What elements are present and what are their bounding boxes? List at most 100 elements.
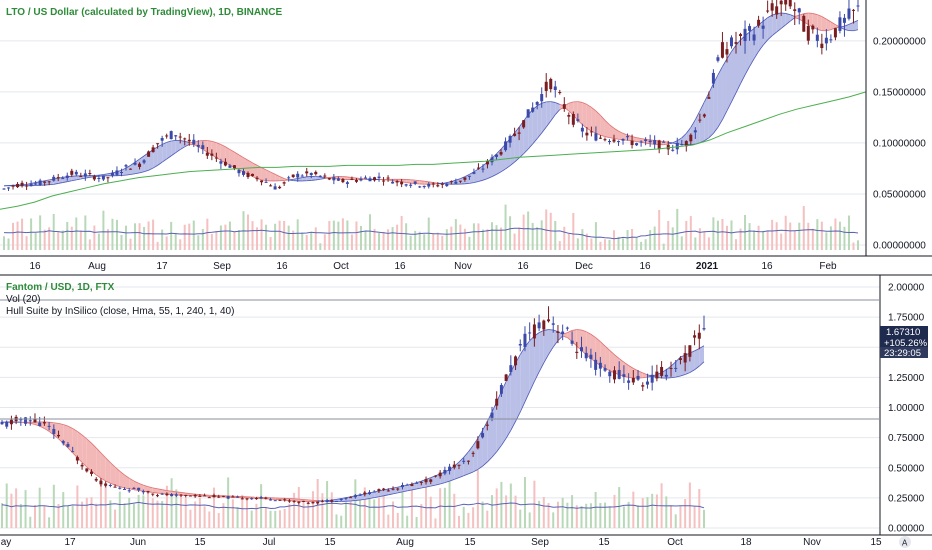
candle-body <box>608 371 612 377</box>
hull-lower-line <box>440 482 445 485</box>
hull-upper-line <box>416 480 422 484</box>
hull-upper-line <box>152 487 158 490</box>
volume-bar <box>328 221 331 250</box>
hull-upper-line <box>604 120 610 125</box>
hull-upper-line <box>731 44 737 52</box>
hull-upper-line <box>600 341 606 347</box>
candle-body <box>56 177 60 179</box>
volume-bar <box>472 223 475 250</box>
hull-upper-line <box>477 430 483 439</box>
x-tick-label: 17 <box>156 261 168 272</box>
hull-upper-line <box>794 14 800 17</box>
hull-lower-line <box>411 488 417 491</box>
candle-body <box>66 444 70 447</box>
hull-band-segment <box>695 110 700 145</box>
hull-upper-line <box>568 101 574 104</box>
hull-indicator-label[interactable]: Hull Suite by InSilico (close, Hma, 55, … <box>6 306 234 317</box>
hull-band-segment <box>257 165 262 180</box>
hull-lower-line <box>388 493 394 496</box>
hull-upper-line <box>91 442 97 449</box>
hull-band-segment <box>736 39 741 93</box>
hull-band-segment <box>152 487 158 494</box>
volume-bar <box>561 497 564 528</box>
hull-band-segment <box>157 488 163 494</box>
hull-lower-line <box>449 479 455 482</box>
candle-body <box>132 487 136 489</box>
candle-body <box>481 432 485 438</box>
volume-bar <box>76 485 79 528</box>
volume-bar <box>528 512 531 528</box>
volume-bar <box>387 514 390 528</box>
candle-body <box>575 351 579 353</box>
volume-bar <box>509 216 512 250</box>
candle-body <box>85 468 89 472</box>
hull-upper-line <box>351 177 357 179</box>
volume-bar <box>326 481 329 528</box>
candle-body <box>52 428 56 434</box>
candle-body <box>283 499 287 501</box>
volume-bar <box>156 241 159 250</box>
volume-bar <box>716 220 719 250</box>
volume-indicator-label[interactable]: Vol (20) <box>6 294 40 305</box>
volume-bar <box>269 510 272 528</box>
candle-body <box>363 177 367 179</box>
volume-bar <box>735 239 737 250</box>
hull-upper-line <box>762 17 768 22</box>
hull-lower-line <box>397 491 403 494</box>
volume-bar <box>180 493 183 528</box>
hull-lower-line <box>161 158 167 163</box>
hull-lower-line <box>749 58 755 67</box>
candle-body <box>698 119 702 121</box>
hull-upper-line <box>225 146 231 150</box>
hull-band-segment <box>830 21 836 30</box>
hull-upper-line <box>726 51 732 60</box>
hull-lower-line <box>364 498 370 500</box>
candle-body <box>612 370 616 380</box>
candle-body <box>471 452 475 454</box>
hull-upper-line <box>238 154 244 158</box>
hull-upper-line <box>77 431 83 436</box>
candle-body <box>99 480 103 485</box>
candle-body <box>147 151 151 157</box>
volume-bar <box>802 206 805 250</box>
candle-body <box>210 153 214 156</box>
volume-bar <box>576 238 579 250</box>
volume-bar <box>97 233 100 250</box>
hull-band-segment <box>808 13 813 28</box>
candle-body <box>25 185 29 187</box>
volume-bar <box>349 501 352 528</box>
volume-bar <box>420 504 423 528</box>
candle-body <box>254 498 258 500</box>
hull-band-segment <box>694 348 700 370</box>
auto-scale-button-label[interactable]: A <box>902 539 908 548</box>
volume-bar <box>115 219 118 250</box>
hull-upper-line <box>590 333 596 338</box>
hull-upper-line <box>279 176 285 179</box>
volume-bar <box>445 229 448 250</box>
hull-band-segment <box>586 104 592 132</box>
candle-body <box>743 28 747 42</box>
hull-upper-line <box>229 149 235 153</box>
hull-band-segment <box>238 154 244 173</box>
candle-body <box>445 183 449 187</box>
hull-upper-line <box>265 169 271 173</box>
candle-body <box>576 119 580 121</box>
candle-body <box>617 141 621 143</box>
hull-lower-line <box>817 29 822 32</box>
volume-bar <box>698 228 701 250</box>
hull-band-segment <box>614 128 619 140</box>
hull-upper-line <box>623 361 629 366</box>
hull-lower-line <box>355 499 361 501</box>
auto-scale-button-bg[interactable] <box>899 536 911 548</box>
hull-lower-line <box>202 149 208 153</box>
hull-upper-line <box>86 438 92 444</box>
candle-body <box>458 180 462 182</box>
volume-bar <box>265 224 268 250</box>
hull-upper-line <box>645 138 651 141</box>
hull-lower-line <box>600 134 606 137</box>
volume-bar <box>165 236 168 250</box>
hull-upper-line <box>848 21 854 25</box>
auto-scale-button[interactable]: A <box>899 536 911 548</box>
candle-body <box>201 145 205 150</box>
